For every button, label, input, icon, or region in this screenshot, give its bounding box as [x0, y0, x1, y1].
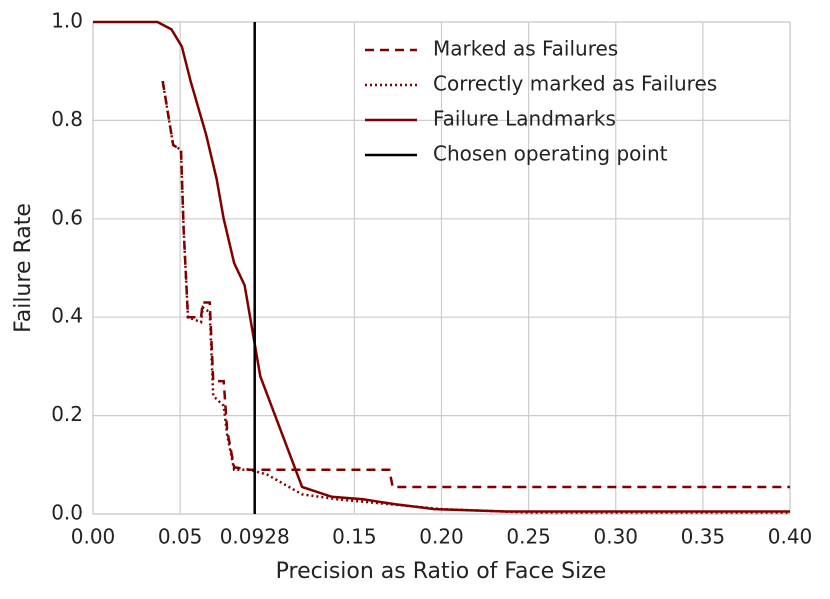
x-tick-label: 0.20 [419, 525, 464, 549]
x-tick-label: 0.25 [506, 525, 551, 549]
x-tick-label: 0.15 [332, 525, 377, 549]
plot-frame [92, 21, 791, 515]
y-tick-label: 0.0 [51, 501, 83, 525]
y-tick-label: 1.0 [51, 9, 83, 33]
series-line [93, 20, 790, 513]
legend-label: Failure Landmarks [433, 107, 616, 131]
y-tick-label: 0.6 [51, 205, 83, 229]
x-tick-label: 0.0928 [220, 525, 290, 549]
x-tick-label: 0.05 [158, 525, 203, 549]
series-line [161, 80, 790, 489]
legend-label: Correctly marked as Failures [433, 72, 717, 96]
legend: Marked as Failures Correctly marked as Fa… [365, 37, 717, 166]
x-tick-label: 0.30 [593, 525, 638, 549]
x-tick-label: 0.35 [681, 525, 726, 549]
legend-label: Chosen operating point [433, 142, 668, 166]
x-tick-label: 0.00 [71, 525, 116, 549]
series-line [161, 80, 790, 514]
y-axis-label: Failure Rate [11, 203, 36, 333]
legend-label: Marked as Failures [433, 37, 618, 61]
x-tick-label: 0.40 [768, 525, 813, 549]
x-axis-label: Precision as Ratio of Face Size [276, 559, 607, 584]
y-tick-label: 0.8 [51, 107, 83, 131]
y-tick-label: 0.2 [51, 402, 83, 426]
y-tick-label: 0.4 [51, 304, 83, 328]
